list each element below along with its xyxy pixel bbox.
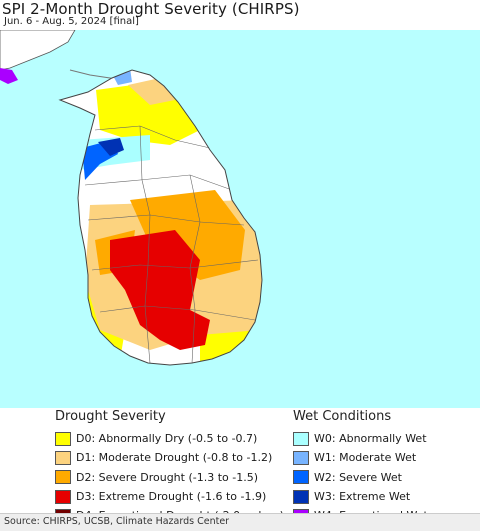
swatch-w0 <box>293 431 309 446</box>
w3-zone <box>98 138 124 156</box>
legend-item-w3: W3: Extreme Wet <box>293 487 428 506</box>
legend-label-w2: W2: Severe Wet <box>314 470 402 484</box>
swatch-w3 <box>293 489 309 504</box>
legend-label-d1: D1: Moderate Drought (-0.8 to -1.2) <box>76 451 273 465</box>
source-text: Source: CHIRPS, UCSB, Climate Hazards Ce… <box>4 516 230 527</box>
legend-label-w1: W1: Moderate Wet <box>314 451 417 465</box>
legend-item-d3: D3: Extreme Drought (-1.6 to -1.9) <box>55 487 284 506</box>
map-title: SPI 2-Month Drought Severity (CHIRPS) <box>2 0 300 18</box>
legend-wet-heading: Wet Conditions <box>293 409 392 424</box>
legend-item-d0: D0: Abnormally Dry (-0.5 to -0.7) <box>55 429 284 448</box>
swatch-d0 <box>55 431 71 446</box>
legend-item-w1: W1: Moderate Wet <box>293 448 428 467</box>
d2-zone-east <box>130 190 245 280</box>
swatch-d3 <box>55 489 71 504</box>
legend-item-w0: W0: Abnormally Wet <box>293 429 428 448</box>
admin-boundaries <box>84 125 259 364</box>
legend-item-d2: D2: Severe Drought (-1.3 to -1.5) <box>55 468 284 487</box>
legend-drought: Drought Severity D0: Abnormally Dry (-0.… <box>55 409 284 525</box>
swatch-w1 <box>293 450 309 465</box>
map-subtitle: Jun. 6 - Aug. 5, 2024 [final] <box>4 16 139 27</box>
swatch-d2 <box>55 470 71 485</box>
source-footer: Source: CHIRPS, UCSB, Climate Hazards Ce… <box>0 513 480 531</box>
legend-label-d0: D0: Abnormally Dry (-0.5 to -0.7) <box>76 432 258 446</box>
swatch-d1 <box>55 450 71 465</box>
legend-wet: Wet Conditions W0: Abnormally Wet W1: Mo… <box>293 409 428 525</box>
drought-map <box>0 30 480 408</box>
legend-item-w2: W2: Severe Wet <box>293 468 428 487</box>
india-wet-patch <box>0 68 18 84</box>
island-outline <box>58 69 263 366</box>
swatch-w2 <box>293 470 309 485</box>
legend-label-d2: D2: Severe Drought (-1.3 to -1.5) <box>76 470 259 484</box>
legend-drought-heading: Drought Severity <box>55 409 166 424</box>
legend-item-d1: D1: Moderate Drought (-0.8 to -1.2) <box>55 448 284 467</box>
d3-zone-core <box>110 230 210 350</box>
legend-label-w3: W3: Extreme Wet <box>314 490 411 504</box>
legend-label-w0: W0: Abnormally Wet <box>314 432 427 446</box>
legend-label-d3: D3: Extreme Drought (-1.6 to -1.9) <box>76 490 267 504</box>
